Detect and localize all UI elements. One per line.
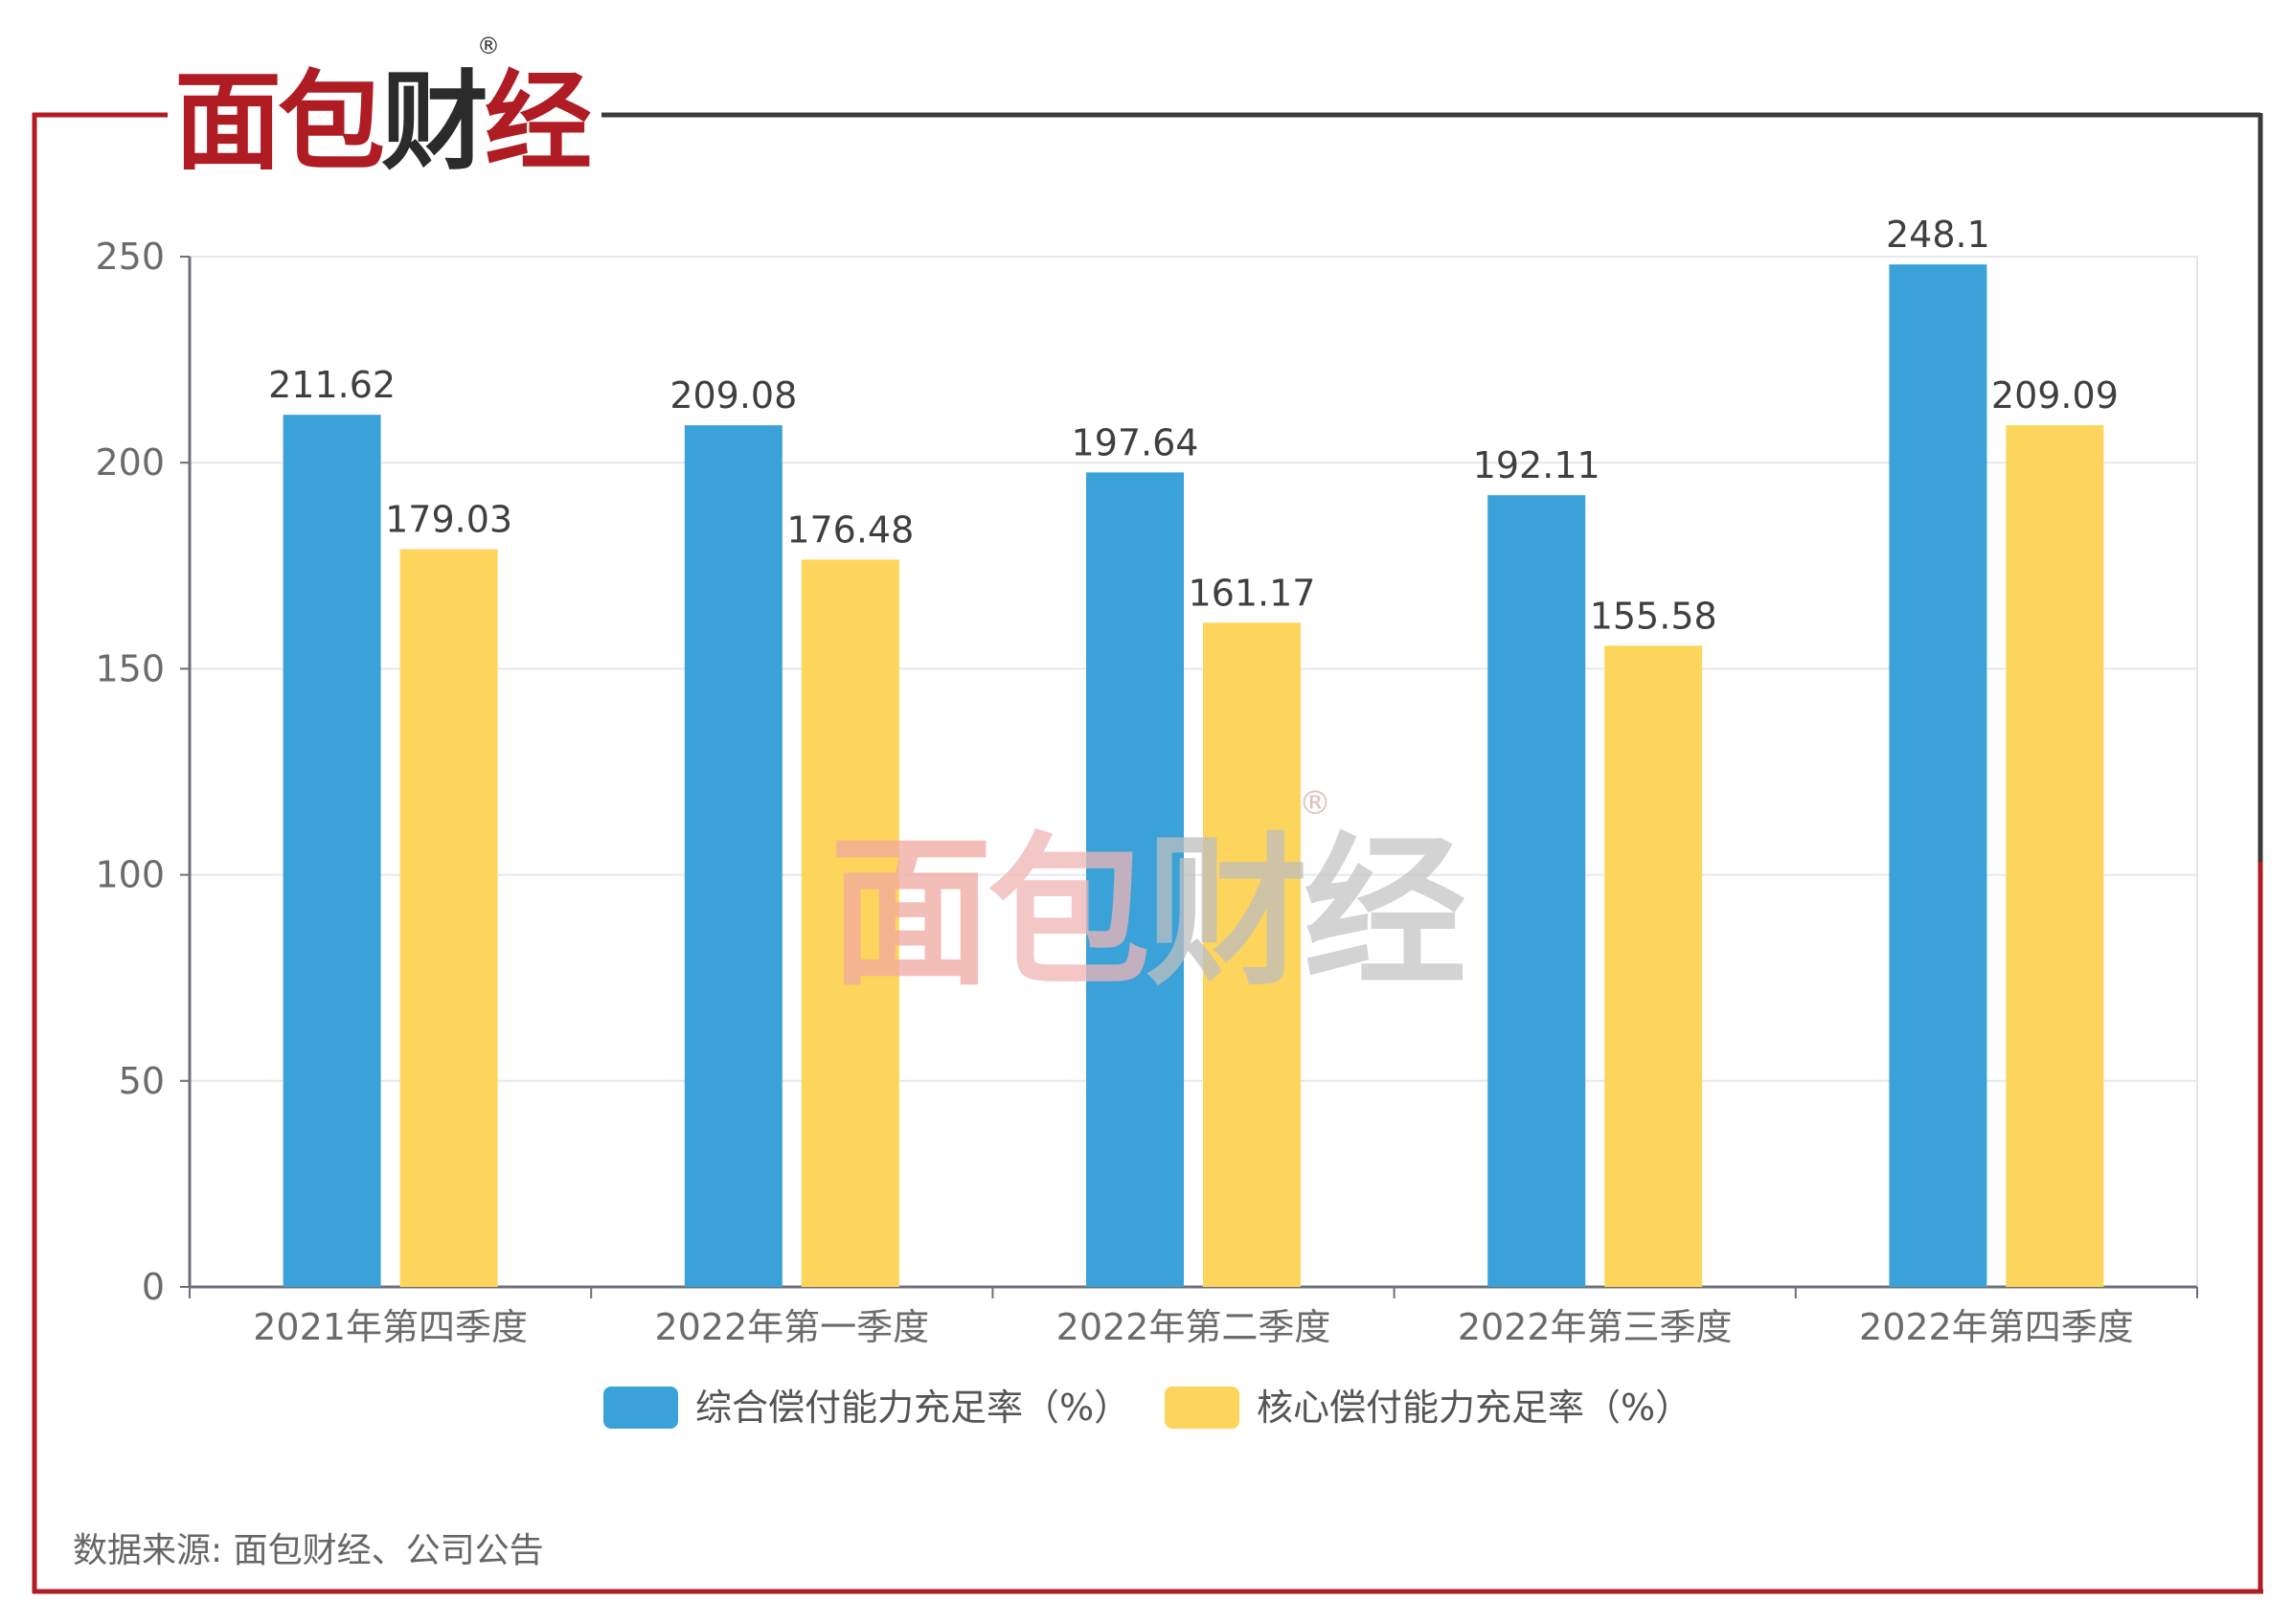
data-label: 197.64 xyxy=(1072,421,1199,463)
bar-core xyxy=(801,559,899,1287)
logo-char: 面 xyxy=(174,60,282,185)
data-label: 161.17 xyxy=(1189,572,1316,614)
x-category-label: 2022年第二季度 xyxy=(1056,1306,1331,1348)
bar-core xyxy=(2006,425,2104,1287)
watermark-char: 经 xyxy=(1304,819,1466,1008)
bar-comprehensive xyxy=(1487,495,1586,1287)
y-tick-label: 200 xyxy=(95,441,165,484)
data-source-note: 数据来源: 面包财经、公司公告 xyxy=(73,1531,544,1570)
data-label: 248.1 xyxy=(1886,214,1990,256)
bar-core xyxy=(399,549,498,1287)
y-tick-label: 50 xyxy=(119,1060,165,1102)
legend-label: 综合偿付能力充足率（%） xyxy=(695,1387,1130,1429)
logo-char: 经 xyxy=(485,60,592,185)
data-label: 176.48 xyxy=(786,508,914,551)
bar-core xyxy=(1604,645,1703,1287)
logo-char: 财 xyxy=(381,60,488,185)
watermark-registered-mark: ® xyxy=(1299,784,1331,823)
legend-label: 核心偿付能力充足率（%） xyxy=(1257,1387,1691,1429)
bar-core xyxy=(1203,622,1301,1287)
data-label: 209.08 xyxy=(669,374,797,417)
y-tick-label: 250 xyxy=(95,236,165,278)
y-tick-label: 0 xyxy=(142,1266,165,1308)
bar-comprehensive xyxy=(684,425,783,1287)
watermark-char: 面 xyxy=(829,819,992,1008)
bar-comprehensive xyxy=(1889,264,1987,1287)
bar-comprehensive xyxy=(283,415,381,1288)
data-label: 192.11 xyxy=(1473,444,1600,486)
x-category-label: 2022年第一季度 xyxy=(654,1306,929,1348)
y-tick-label: 150 xyxy=(95,647,165,689)
data-label: 155.58 xyxy=(1590,595,1717,637)
x-category-label: 2021年第四季度 xyxy=(253,1306,528,1348)
legend-swatch xyxy=(603,1387,678,1429)
x-category-label: 2022年第三季度 xyxy=(1458,1306,1733,1348)
data-label: 179.03 xyxy=(385,498,512,540)
registered-mark: ® xyxy=(477,33,500,59)
watermark-char: 包 xyxy=(987,819,1150,1008)
y-tick-label: 100 xyxy=(95,854,165,896)
x-category-label: 2022年第四季度 xyxy=(1859,1306,2134,1348)
bar-comprehensive xyxy=(1086,472,1184,1288)
data-label: 211.62 xyxy=(268,364,396,406)
legend-swatch xyxy=(1165,1387,1239,1429)
logo-char: 包 xyxy=(278,60,385,185)
watermark-char: 财 xyxy=(1146,819,1308,1008)
data-label: 209.09 xyxy=(1991,374,2119,417)
